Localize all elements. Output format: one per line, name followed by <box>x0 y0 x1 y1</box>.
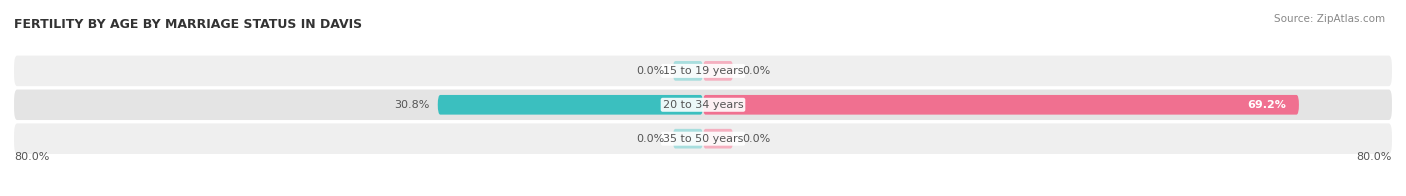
Text: 0.0%: 0.0% <box>742 66 770 76</box>
Text: 35 to 50 years: 35 to 50 years <box>662 134 744 144</box>
FancyBboxPatch shape <box>14 123 1392 154</box>
Text: 0.0%: 0.0% <box>636 134 664 144</box>
FancyBboxPatch shape <box>14 56 1392 86</box>
Text: Source: ZipAtlas.com: Source: ZipAtlas.com <box>1274 14 1385 24</box>
Text: 0.0%: 0.0% <box>636 66 664 76</box>
Text: 69.2%: 69.2% <box>1247 100 1286 110</box>
Text: 15 to 19 years: 15 to 19 years <box>662 66 744 76</box>
Text: FERTILITY BY AGE BY MARRIAGE STATUS IN DAVIS: FERTILITY BY AGE BY MARRIAGE STATUS IN D… <box>14 18 363 31</box>
Text: 20 to 34 years: 20 to 34 years <box>662 100 744 110</box>
Text: 0.0%: 0.0% <box>742 134 770 144</box>
Text: 80.0%: 80.0% <box>1357 152 1392 162</box>
FancyBboxPatch shape <box>703 95 1299 115</box>
FancyBboxPatch shape <box>703 61 733 81</box>
FancyBboxPatch shape <box>673 61 703 81</box>
FancyBboxPatch shape <box>437 95 703 115</box>
Text: 80.0%: 80.0% <box>14 152 49 162</box>
FancyBboxPatch shape <box>673 129 703 149</box>
FancyBboxPatch shape <box>14 90 1392 120</box>
FancyBboxPatch shape <box>703 129 733 149</box>
Text: 30.8%: 30.8% <box>394 100 429 110</box>
